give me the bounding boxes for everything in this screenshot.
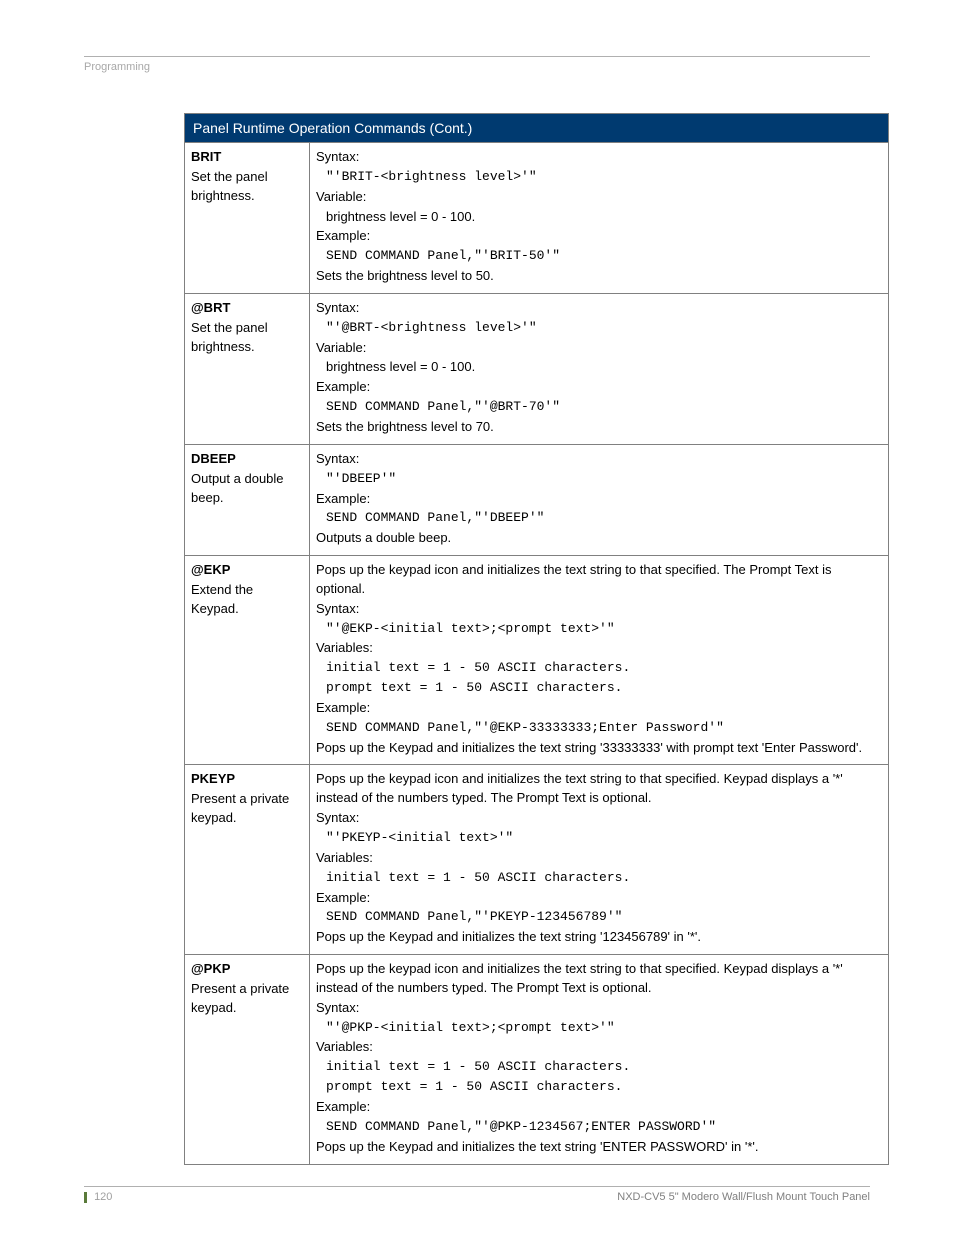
variable-text: brightness level = 0 - 100. xyxy=(316,208,882,227)
syntax-label: Syntax: xyxy=(316,450,882,469)
example-result: Pops up the Keypad and initializes the t… xyxy=(316,1138,882,1157)
variables-label: Variables: xyxy=(316,639,882,658)
intro-text: Pops up the keypad icon and initializes … xyxy=(316,960,882,998)
table-title: Panel Runtime Operation Commands (Cont.) xyxy=(185,114,889,143)
variable-label: Variable: xyxy=(316,339,882,358)
cmd-cell: BRIT Set the panel brightness. xyxy=(185,143,310,294)
cmd-desc: Output a double beep. xyxy=(191,470,303,508)
cmd-name: @BRT xyxy=(191,299,303,318)
cmd-body: Syntax: "'BRIT-<brightness level>'" Vari… xyxy=(310,143,889,294)
variable-text: brightness level = 0 - 100. xyxy=(316,358,882,377)
cmd-name: PKEYP xyxy=(191,770,303,789)
syntax-code: "'@EKP-<initial text>;<prompt text>'" xyxy=(316,620,882,639)
cmd-cell: @PKP Present a private keypad. xyxy=(185,955,310,1164)
cmd-cell: @EKP Extend the Keypad. xyxy=(185,556,310,765)
cmd-body: Syntax: "'DBEEP'" Example: SEND COMMAND … xyxy=(310,444,889,555)
cmd-desc: Extend the Keypad. xyxy=(191,581,303,619)
cmd-name: @PKP xyxy=(191,960,303,979)
page-num-bar-icon xyxy=(84,1192,87,1203)
syntax-label: Syntax: xyxy=(316,299,882,318)
example-label: Example: xyxy=(316,378,882,397)
syntax-code: "'@BRT-<brightness level>'" xyxy=(316,319,882,338)
variable-text: prompt text = 1 - 50 ASCII characters. xyxy=(316,679,882,698)
cmd-desc: Set the panel brightness. xyxy=(191,168,303,206)
example-code: SEND COMMAND Panel,"'PKEYP-123456789'" xyxy=(316,908,882,927)
footer: 120 NXD-CV5 5" Modero Wall/Flush Mount T… xyxy=(84,1186,870,1203)
cmd-desc: Present a private keypad. xyxy=(191,980,303,1018)
example-result: Pops up the Keypad and initializes the t… xyxy=(316,928,882,947)
top-rule xyxy=(84,56,870,57)
header-section-label: Programming xyxy=(84,61,870,73)
variable-text: prompt text = 1 - 50 ASCII characters. xyxy=(316,1078,882,1097)
table-row: PKEYP Present a private keypad. Pops up … xyxy=(185,765,889,955)
example-code: SEND COMMAND Panel,"'BRIT-50'" xyxy=(316,247,882,266)
cmd-body: Pops up the keypad icon and initializes … xyxy=(310,556,889,765)
table-row: BRIT Set the panel brightness. Syntax: "… xyxy=(185,143,889,294)
syntax-code: "'@PKP-<initial text>;<prompt text>'" xyxy=(316,1019,882,1038)
table-row: @PKP Present a private keypad. Pops up t… xyxy=(185,955,889,1164)
syntax-label: Syntax: xyxy=(316,809,882,828)
table-header-row: Panel Runtime Operation Commands (Cont.) xyxy=(185,114,889,143)
cmd-name: DBEEP xyxy=(191,450,303,469)
example-label: Example: xyxy=(316,699,882,718)
cmd-cell: @BRT Set the panel brightness. xyxy=(185,293,310,444)
example-code: SEND COMMAND Panel,"'@BRT-70'" xyxy=(316,398,882,417)
example-code: SEND COMMAND Panel,"'DBEEP'" xyxy=(316,509,882,528)
example-result: Pops up the Keypad and initializes the t… xyxy=(316,739,882,758)
footer-doc-title: NXD-CV5 5" Modero Wall/Flush Mount Touch… xyxy=(617,1191,870,1203)
intro-text: Pops up the keypad icon and initializes … xyxy=(316,770,882,808)
example-label: Example: xyxy=(316,1098,882,1117)
cmd-cell: DBEEP Output a double beep. xyxy=(185,444,310,555)
cmd-body: Syntax: "'@BRT-<brightness level>'" Vari… xyxy=(310,293,889,444)
cmd-desc: Present a private keypad. xyxy=(191,790,303,828)
cmd-name: @EKP xyxy=(191,561,303,580)
table-row: DBEEP Output a double beep. Syntax: "'DB… xyxy=(185,444,889,555)
variable-text: initial text = 1 - 50 ASCII characters. xyxy=(316,659,882,678)
cmd-desc: Set the panel brightness. xyxy=(191,319,303,357)
syntax-code: "'PKEYP-<initial text>'" xyxy=(316,829,882,848)
syntax-code: "'BRIT-<brightness level>'" xyxy=(316,168,882,187)
cmd-cell: PKEYP Present a private keypad. xyxy=(185,765,310,955)
example-label: Example: xyxy=(316,889,882,908)
example-label: Example: xyxy=(316,227,882,246)
cmd-body: Pops up the keypad icon and initializes … xyxy=(310,955,889,1164)
table-row: @EKP Extend the Keypad. Pops up the keyp… xyxy=(185,556,889,765)
example-code: SEND COMMAND Panel,"'@EKP-33333333;Enter… xyxy=(316,719,882,738)
variable-text: initial text = 1 - 50 ASCII characters. xyxy=(316,1058,882,1077)
commands-table: Panel Runtime Operation Commands (Cont.)… xyxy=(184,113,889,1165)
table-row: @BRT Set the panel brightness. Syntax: "… xyxy=(185,293,889,444)
variable-label: Variable: xyxy=(316,188,882,207)
syntax-label: Syntax: xyxy=(316,600,882,619)
example-code: SEND COMMAND Panel,"'@PKP-1234567;ENTER … xyxy=(316,1118,882,1137)
cmd-name: BRIT xyxy=(191,148,303,167)
page-number: 120 xyxy=(94,1191,112,1203)
example-label: Example: xyxy=(316,490,882,509)
syntax-label: Syntax: xyxy=(316,148,882,167)
example-result: Outputs a double beep. xyxy=(316,529,882,548)
example-result: Sets the brightness level to 70. xyxy=(316,418,882,437)
example-result: Sets the brightness level to 50. xyxy=(316,267,882,286)
syntax-label: Syntax: xyxy=(316,999,882,1018)
page: Programming Panel Runtime Operation Comm… xyxy=(0,0,954,1235)
variable-text: initial text = 1 - 50 ASCII characters. xyxy=(316,869,882,888)
variables-label: Variables: xyxy=(316,849,882,868)
variables-label: Variables: xyxy=(316,1038,882,1057)
syntax-code: "'DBEEP'" xyxy=(316,470,882,489)
cmd-body: Pops up the keypad icon and initializes … xyxy=(310,765,889,955)
intro-text: Pops up the keypad icon and initializes … xyxy=(316,561,882,599)
